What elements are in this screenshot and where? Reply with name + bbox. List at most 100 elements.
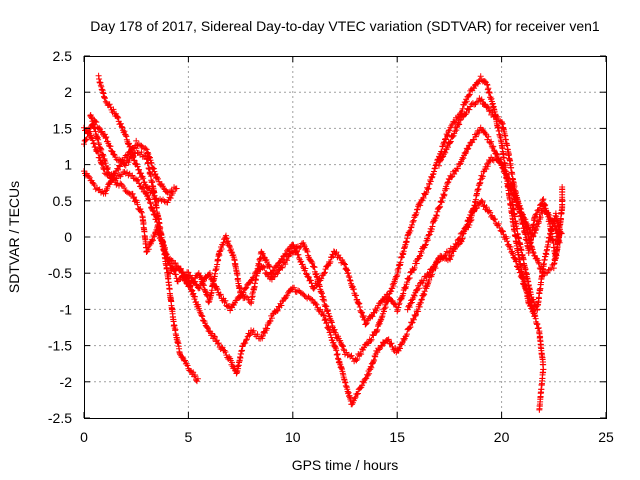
data-point <box>310 285 317 292</box>
data-point <box>266 263 273 270</box>
data-point <box>354 390 361 397</box>
data-point <box>226 242 233 249</box>
data-point <box>146 196 153 203</box>
data-point <box>178 268 185 275</box>
data-point <box>161 246 168 253</box>
data-point <box>135 166 142 173</box>
data-point <box>304 273 311 280</box>
data-point <box>167 195 174 202</box>
data-point <box>104 164 111 171</box>
data-point <box>448 252 455 259</box>
data-point <box>448 174 455 181</box>
data-point <box>284 257 291 264</box>
data-point <box>504 238 511 245</box>
data-point <box>463 98 470 105</box>
x-tick-label: 5 <box>185 429 193 445</box>
data-point <box>483 166 490 173</box>
data-point <box>433 212 440 219</box>
data-point <box>444 179 451 186</box>
data-point <box>118 123 125 130</box>
data-point <box>273 307 280 314</box>
data-point <box>222 232 229 239</box>
data-point <box>460 155 467 162</box>
data-point <box>507 185 514 192</box>
data-point <box>508 249 515 256</box>
data-point <box>342 261 348 268</box>
data-point <box>423 283 430 290</box>
y-tick-label: -1.5 <box>48 338 72 354</box>
data-point <box>123 154 130 161</box>
data-point <box>368 364 375 371</box>
data-point <box>456 117 463 124</box>
data-point <box>491 216 498 223</box>
data-point <box>297 243 304 250</box>
data-point <box>403 331 410 338</box>
data-point <box>423 274 430 281</box>
data-point <box>214 340 221 347</box>
data-point <box>110 151 117 158</box>
data-point <box>495 220 502 227</box>
data-point <box>501 167 508 174</box>
data-point <box>410 217 417 224</box>
data-point <box>150 208 157 215</box>
data-point <box>133 137 140 144</box>
data-point <box>196 285 203 292</box>
data-point <box>183 279 190 286</box>
data-point <box>323 307 330 314</box>
data-point <box>309 260 316 267</box>
data-point <box>229 359 236 366</box>
data-point <box>173 185 180 192</box>
data-point <box>324 307 331 314</box>
data-point <box>341 260 348 267</box>
data-point <box>479 199 486 206</box>
data-point <box>321 297 328 304</box>
data-point <box>559 184 566 191</box>
data-point <box>536 206 543 213</box>
data-point <box>146 199 153 206</box>
data-point <box>93 119 100 126</box>
data-point <box>129 151 136 158</box>
data-point <box>279 256 286 263</box>
data-point <box>530 249 537 256</box>
data-point <box>456 236 463 243</box>
data-point <box>145 195 152 202</box>
data-point <box>279 264 286 271</box>
data-point <box>225 238 232 245</box>
data-point <box>356 303 363 310</box>
data-point <box>220 239 227 246</box>
data-point <box>459 231 466 238</box>
data-point <box>102 135 109 142</box>
data-point <box>246 332 253 339</box>
data-point <box>502 170 509 177</box>
data-point <box>293 247 300 254</box>
data-point <box>447 256 454 263</box>
data-point <box>472 133 479 140</box>
data-point <box>443 248 450 255</box>
data-point <box>401 336 408 343</box>
data-point <box>191 293 198 300</box>
data-point <box>433 212 440 219</box>
data-point <box>493 116 500 123</box>
data-point <box>274 307 281 314</box>
data-point <box>299 261 306 268</box>
data-point <box>171 266 178 273</box>
data-point <box>116 162 123 169</box>
data-point <box>205 299 212 306</box>
y-tick-label: 1.5 <box>53 120 73 136</box>
data-point <box>412 287 419 294</box>
data-point <box>191 373 198 380</box>
data-point <box>138 208 145 215</box>
data-point <box>321 270 328 277</box>
data-point <box>259 250 266 257</box>
data-point <box>385 336 392 343</box>
data-point <box>187 283 194 290</box>
data-point <box>163 251 170 258</box>
data-point <box>417 202 424 209</box>
data-point <box>417 252 424 259</box>
data-point <box>119 157 126 164</box>
data-point <box>140 175 147 182</box>
data-point <box>269 267 276 274</box>
data-marks <box>81 72 566 413</box>
data-point <box>308 296 315 303</box>
